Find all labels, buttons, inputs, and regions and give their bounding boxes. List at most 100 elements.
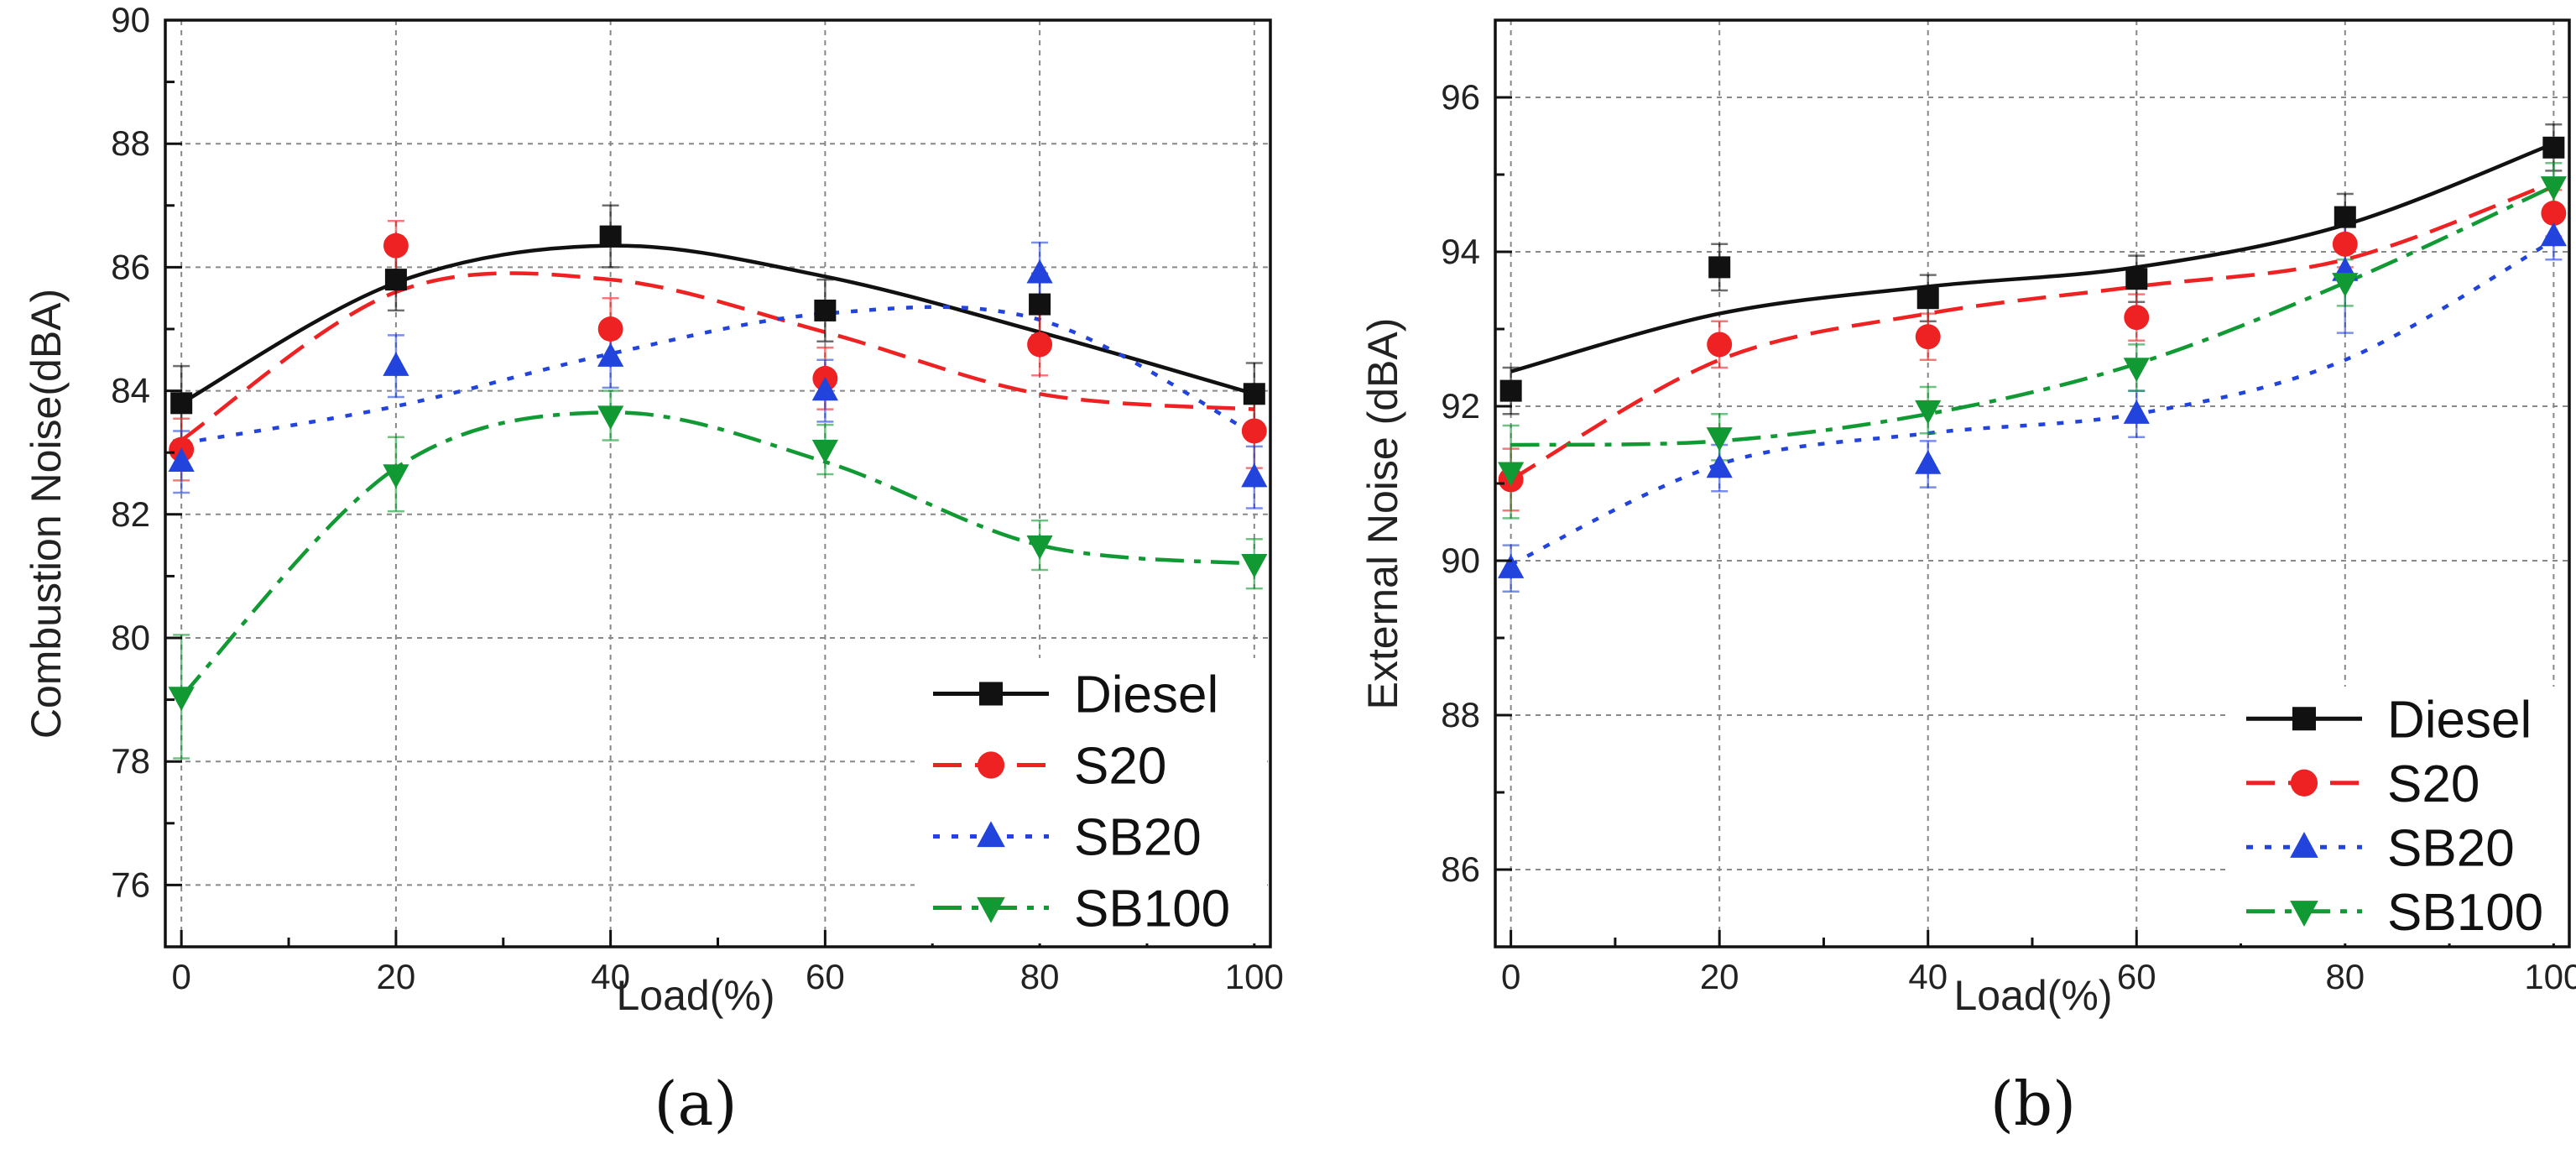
x-tick-label-0: 0: [1501, 957, 1520, 996]
data-point-sb20-20: [383, 352, 409, 376]
legend-b: Diesel S20 SB20 SB100: [2228, 687, 2568, 943]
y-tick-label-76: 76: [111, 865, 150, 904]
data-point-diesel-80: [1029, 293, 1051, 316]
data-point-sb20-100: [2540, 222, 2567, 247]
fit-curves-a: [180, 243, 1255, 698]
y-tick-label-96: 96: [1441, 77, 1480, 117]
data-point-sb20-80: [1026, 259, 1053, 284]
legend-marker-s20: [977, 751, 1005, 779]
data-point-s20-40: [1915, 324, 1941, 350]
plot-frame-b: [1494, 18, 2571, 948]
data-point-s20-60: [2124, 305, 2150, 331]
y-tick-label-78: 78: [111, 741, 150, 781]
data-point-diesel-40: [1916, 287, 1939, 310]
y-tick-label-92: 92: [1441, 386, 1480, 426]
y-tick-label-84: 84: [111, 371, 150, 410]
x-tick-label-80: 80: [2325, 957, 2365, 996]
ticks-a: 0 20 40 60 80 100 76 78 80 82 84 86 88 90: [111, 0, 1284, 996]
data-point-sb100-100: [1241, 553, 1268, 578]
plot-frame: [1494, 18, 2571, 948]
x-tick-label-40: 40: [591, 957, 630, 996]
x-tick-label-80: 80: [1020, 957, 1060, 996]
fit-curve-diesel: [180, 243, 1255, 405]
data-point-s20-80: [2332, 231, 2358, 257]
plot-frame: [164, 18, 1272, 948]
y-tick-label-86: 86: [111, 247, 150, 286]
y-tick-label-88: 88: [1441, 695, 1480, 734]
y-tick-label-90: 90: [111, 0, 150, 39]
data-point-diesel-60: [814, 299, 837, 321]
data-point-s20-100: [2541, 201, 2567, 226]
legend-label-s20: S20: [1074, 738, 1166, 796]
data-point-s20-80: [1027, 332, 1053, 358]
data-point-sb100-0: [1498, 462, 1525, 487]
legend-label-sb20: SB20: [2387, 819, 2515, 877]
ticks-b: 0 20 40 60 80 100 86 88 90 92 94 96: [1441, 18, 2576, 996]
legend-label-s20: S20: [2387, 755, 2480, 813]
y-tick-label-90: 90: [1441, 541, 1480, 580]
fit-curve-sb100: [180, 410, 1255, 698]
grid-b: [1495, 20, 2569, 947]
data-point-diesel-100: [2542, 136, 2565, 159]
legend-label-sb100: SB100: [2387, 884, 2543, 942]
data-point-diesel-0: [170, 392, 193, 415]
legend-label-sb100: SB100: [1074, 880, 1230, 938]
error-bars-b: [1502, 123, 2563, 593]
y-tick-label-94: 94: [1441, 232, 1480, 271]
data-point-diesel-60: [2125, 268, 2148, 290]
legend-marker-sb20: [2290, 832, 2318, 858]
x-tick-label-60: 60: [2117, 957, 2156, 996]
data-point-diesel-100: [1243, 383, 1265, 405]
legend-box: [2228, 687, 2568, 943]
legend-box: [915, 658, 1267, 943]
data-point-diesel-20: [384, 269, 407, 291]
legend-marker-s20: [2290, 769, 2318, 797]
data-point-sb20-40: [597, 342, 624, 367]
data-point-sb100-40: [597, 405, 624, 430]
data-point-diesel-0: [1499, 379, 1522, 402]
data-point-s20-20: [383, 233, 409, 259]
x-tick-label-40: 40: [1908, 957, 1948, 996]
plot-frame-a: [164, 18, 1272, 948]
data-point-s20-40: [597, 316, 623, 342]
legend-label-diesel: Diesel: [2387, 691, 2532, 749]
x-tick-label-20: 20: [1700, 957, 1739, 996]
fit-curve-diesel: [1510, 142, 2555, 374]
data-point-sb20-20: [1706, 453, 1733, 478]
data-point-sb20-0: [1498, 554, 1525, 578]
panel-b: 0 20 40 60 80 100 86 88 90 92 94 96 Diesel S20 SB20 SB…: [1359, 18, 2576, 1139]
fit-curves-b: [1510, 142, 2555, 567]
data-point-sb20-40: [1915, 450, 1942, 474]
x-tick-label-60: 60: [806, 957, 845, 996]
y-tick-label-82: 82: [111, 494, 150, 534]
data-point-sb100-0: [168, 687, 195, 711]
fit-curve-s20: [180, 271, 1254, 442]
legend-label-sb20: SB20: [1074, 809, 1202, 867]
legend-a: Diesel S20 SB20 SB100: [915, 658, 1267, 943]
fit-curve-sb20: [1510, 238, 2555, 567]
legend-marker-diesel: [979, 682, 1003, 706]
data-point-diesel-20: [1708, 256, 1731, 279]
y-tick-label-88: 88: [111, 123, 150, 163]
legend-label-diesel: Diesel: [1074, 666, 1218, 724]
data-point-sb20-100: [1241, 462, 1268, 488]
data-point-sb100-20: [383, 464, 409, 489]
y-tick-label-86: 86: [1441, 849, 1480, 889]
y-tick-label-80: 80: [111, 618, 150, 657]
data-point-s20-20: [1707, 332, 1733, 358]
x-tick-label-100: 100: [2524, 957, 2576, 996]
legend-marker-sb20: [977, 821, 1005, 848]
data-point-sb100-40: [1915, 400, 1942, 425]
legend-marker-sb100: [2290, 901, 2318, 927]
caption-b: (b): [1990, 1069, 2076, 1139]
fit-curve-sb100: [1510, 184, 2555, 447]
caption-a: (a): [654, 1069, 737, 1139]
x-tick-label-20: 20: [377, 957, 416, 996]
fit-curve-s20: [1510, 180, 2555, 482]
data-point-sb100-100: [2540, 176, 2567, 201]
x-tick-label-0: 0: [171, 957, 190, 996]
data-point-sb20-0: [168, 447, 195, 472]
legend-marker-sb100: [977, 896, 1005, 923]
markers-b: [1498, 136, 2567, 578]
data-point-sb100-60: [2123, 358, 2150, 382]
